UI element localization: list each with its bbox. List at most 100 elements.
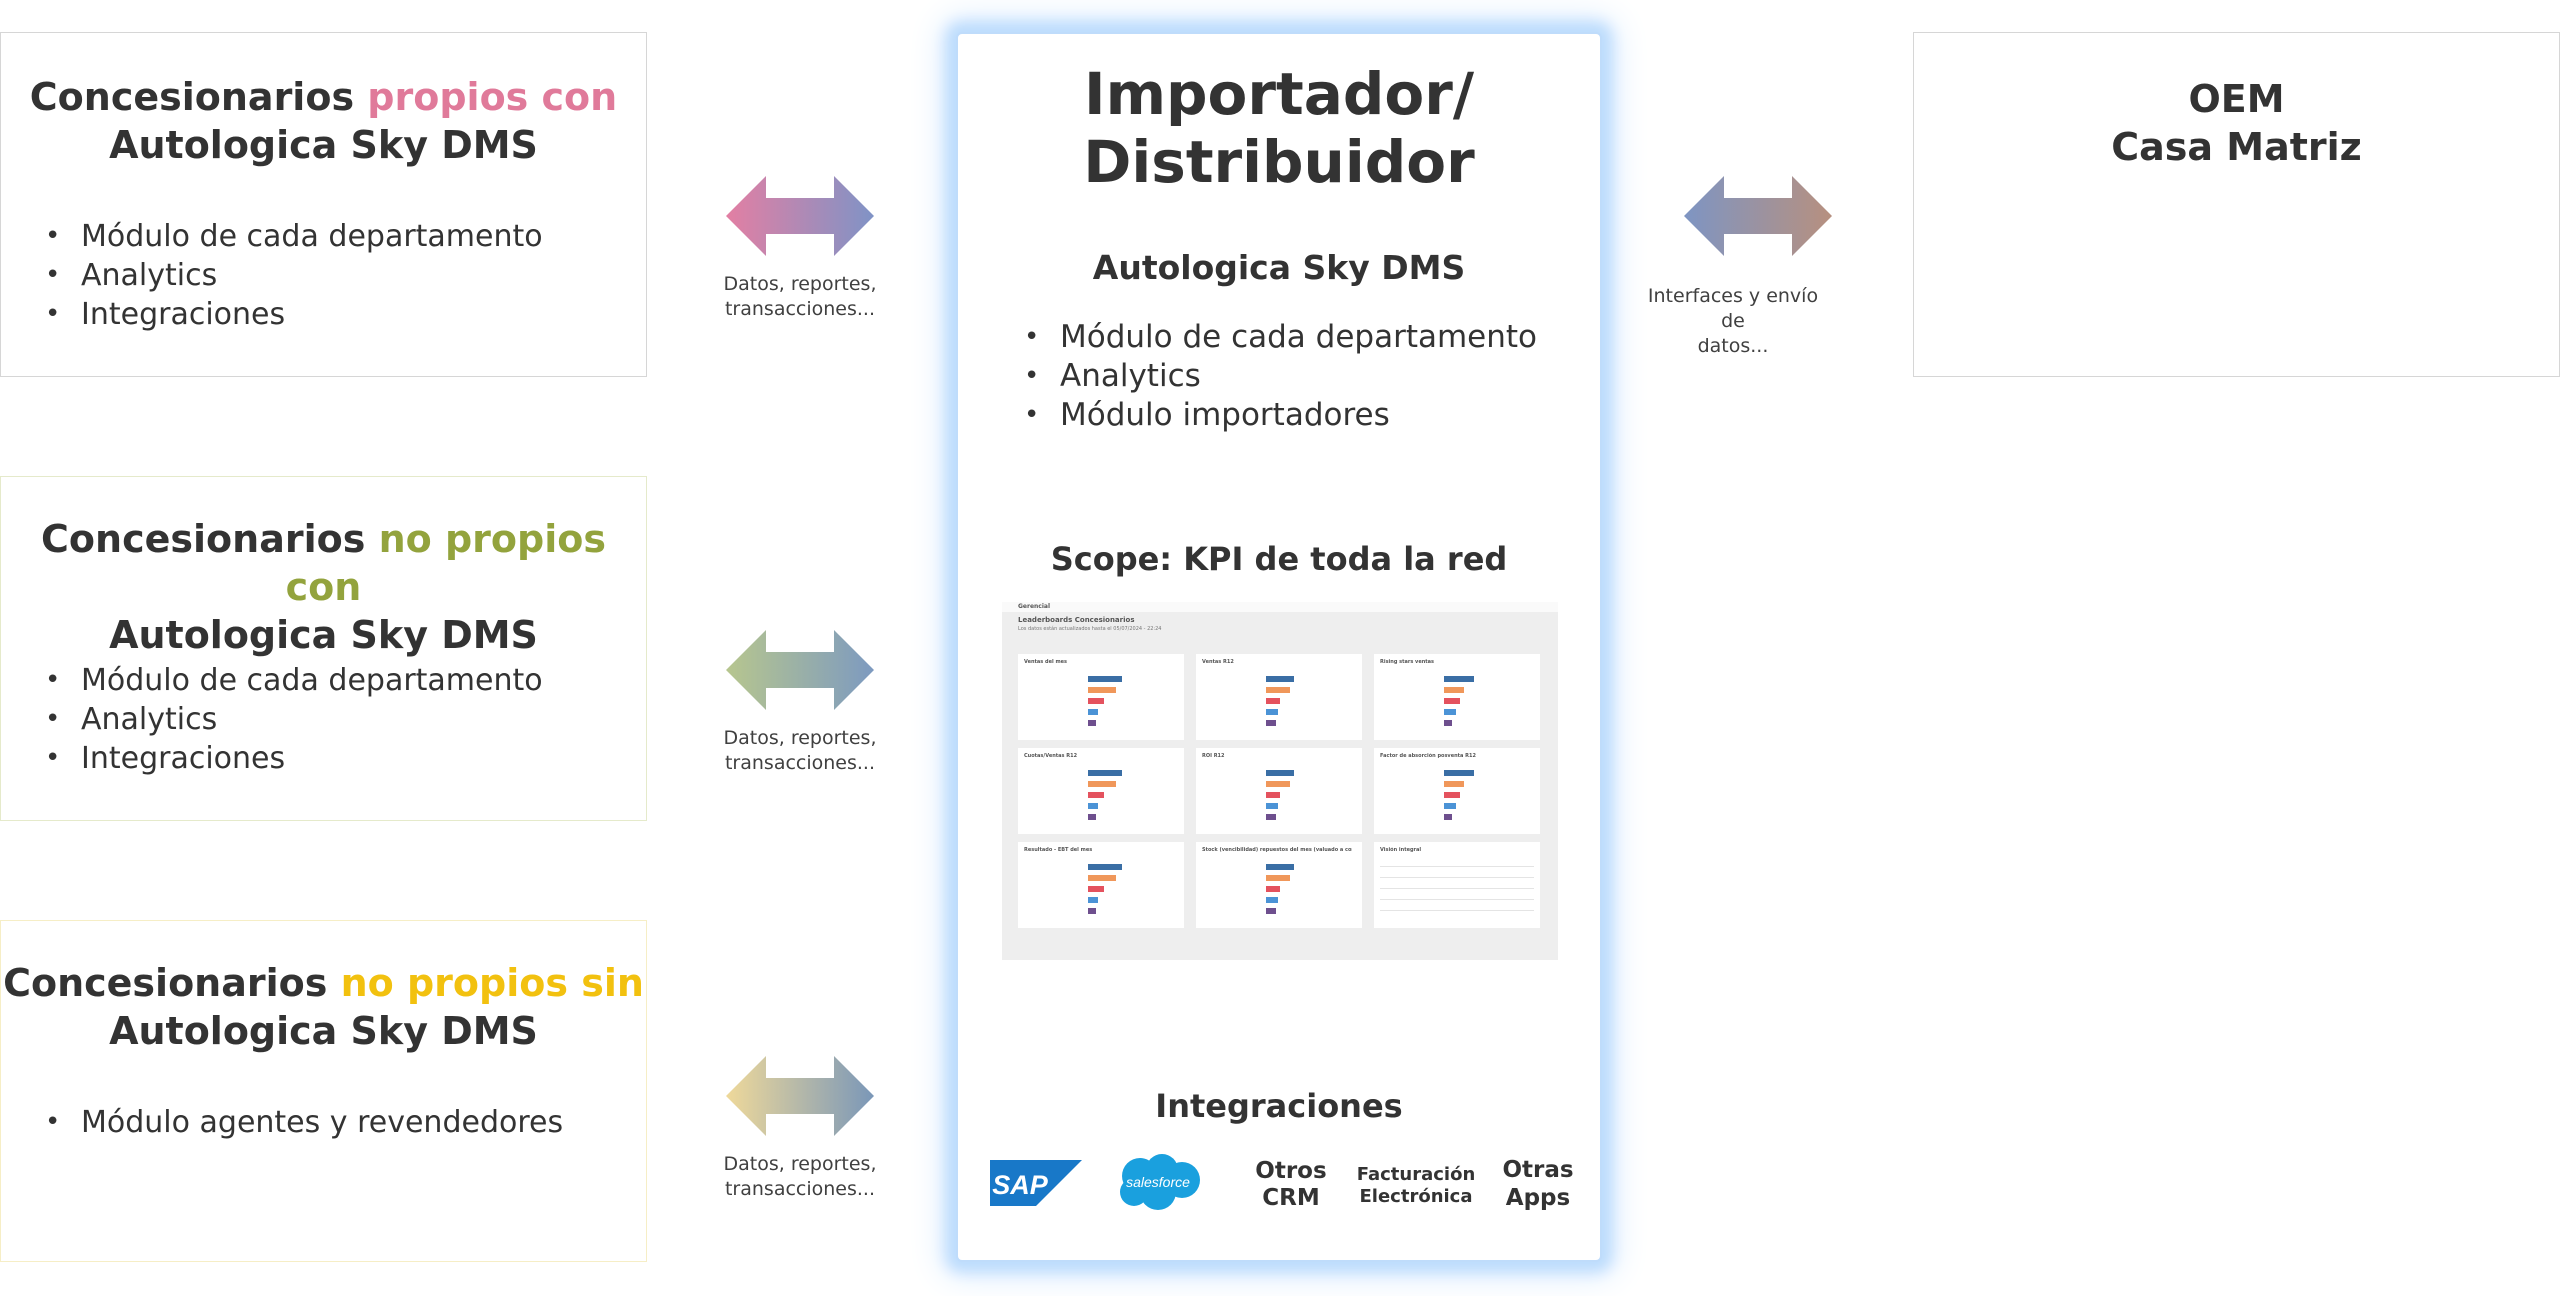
double-arrow-icon (726, 176, 874, 256)
dashboard-card-title: Stock (vencibilidad) repuestos del mes (… (1202, 847, 1352, 853)
dashboard-list-row (1380, 910, 1534, 911)
salesforce-logo: salesforce (1120, 1154, 1200, 1210)
double-arrow-icon (726, 1056, 874, 1136)
box-oem-casa-matriz: OEM Casa Matriz (1913, 32, 2560, 377)
dashboard-card: Rising stars ventas (1374, 654, 1540, 740)
arrow-label: Interfaces y envío de datos... (1638, 284, 1828, 359)
dashboard-bar (1266, 792, 1280, 798)
dashboard-bar (1444, 781, 1464, 787)
svg-text:SAP: SAP (992, 1170, 1049, 1200)
dashboard-card-title: Rising stars ventas (1380, 659, 1435, 665)
dashboard-bar (1266, 803, 1278, 809)
dashboard-bar (1266, 886, 1280, 892)
dashboard-list-row (1380, 888, 1534, 889)
box-concesionarios-no-propios-con: Concesionarios no propios con Autologica… (0, 476, 647, 821)
bullet-list: Módulo de cada departamento Analytics In… (41, 661, 543, 778)
dashboard-bar (1088, 908, 1096, 914)
title-line2: Casa Matriz (2111, 125, 2362, 169)
dashboard-bar (1266, 687, 1290, 693)
dashboard-card-title: ROI R12 (1202, 753, 1225, 759)
bullet-item: Módulo agentes y revendedores (41, 1103, 563, 1142)
dashboard-bar (1266, 781, 1290, 787)
dashboard-bar (1266, 676, 1294, 682)
dashboard-screenshot: Gerencial Leaderboards Concesionarios Lo… (1002, 602, 1558, 960)
center-title-line: Importador/ (1084, 60, 1474, 128)
dashboard-bar (1088, 781, 1116, 787)
title-line2: Autologica Sky DMS (109, 123, 538, 167)
bullet-item: Integraciones (41, 739, 543, 778)
dashboard-card: Stock (vencibilidad) repuestos del mes (… (1196, 842, 1362, 928)
dashboard-card: Visión integral (1374, 842, 1540, 928)
dashboard-card-title: Visión integral (1380, 847, 1422, 853)
integraciones-heading: Integraciones (1155, 1087, 1403, 1125)
logo-text-line: Apps (1505, 1185, 1571, 1211)
dashboard-bar (1444, 709, 1456, 715)
dashboard-bar (1444, 803, 1456, 809)
dashboard-bar (1088, 709, 1098, 715)
arrow-label-line: datos... (1697, 335, 1769, 357)
logo-text-line: Electrónica (1359, 1186, 1473, 1207)
box-title: Concesionarios no propios sin Autologica… (1, 959, 646, 1055)
dashboard-bar (1266, 864, 1294, 870)
bullet-list: Módulo de cada departamento Analytics In… (41, 217, 543, 334)
dashboard-list-row (1380, 899, 1534, 900)
dashboard-bar (1444, 814, 1452, 820)
dashboard-bar (1266, 875, 1290, 881)
dashboard-bar (1088, 687, 1116, 693)
dashboard-card: Cuotas/Ventas R12 (1018, 748, 1184, 834)
center-bullet-list: Módulo de cada departamento Analytics Mó… (1020, 318, 1537, 435)
otros-crm-label: Otros CRM (1236, 1158, 1346, 1212)
title-highlight: no propios con (285, 517, 606, 609)
logo-text-line: Facturación (1356, 1164, 1476, 1185)
dashboard-bar (1088, 803, 1098, 809)
double-arrow-icon (726, 630, 874, 710)
dashboard-list-row (1380, 866, 1534, 867)
otras-apps-label: Otras Apps (1488, 1156, 1588, 1212)
dashboard-bar (1088, 770, 1122, 776)
bullet-item: Módulo importadores (1020, 396, 1537, 435)
arrow-label-line: Datos, reportes, (723, 1153, 877, 1175)
dashboard-bar (1266, 908, 1276, 914)
dashboard-card: Resultado - EBT del mes (1018, 842, 1184, 928)
bullet-list: Módulo agentes y revendedores (41, 1103, 563, 1142)
bullet-item: Analytics (41, 700, 543, 739)
logo-text-line: Otras (1502, 1157, 1574, 1183)
logo-text-line: CRM (1262, 1185, 1320, 1211)
bullet-item: Módulo de cada departamento (1020, 318, 1537, 357)
dashboard-topbar (1002, 602, 1558, 612)
dashboard-bar (1088, 676, 1122, 682)
dashboard-list-row (1380, 877, 1534, 878)
dashboard-bar (1444, 770, 1474, 776)
dashboard-subtitle: Los datos están actualizados hasta el 05… (1018, 626, 1162, 632)
title-line2: Autologica Sky DMS (109, 613, 538, 657)
dashboard-card-title: Resultado - EBT del mes (1024, 847, 1093, 853)
bullet-item: Módulo de cada departamento (41, 661, 543, 700)
dashboard-bar (1088, 886, 1104, 892)
title-pre: Concesionarios (29, 75, 368, 119)
arrow-label-line: transacciones... (724, 298, 876, 320)
dashboard-card-title: Cuotas/Ventas R12 (1024, 753, 1078, 759)
title-line1: OEM (2188, 77, 2285, 121)
bullet-item: Analytics (41, 256, 543, 295)
box-title: Concesionarios no propios con Autologica… (1, 515, 646, 659)
sap-logo: SAP (990, 1160, 1082, 1206)
dashboard-card-title: Ventas del mes (1024, 659, 1068, 665)
dashboard-bar (1266, 720, 1276, 726)
box-title: Concesionarios propios con Autologica Sk… (1, 73, 646, 169)
arrow-label-line: Datos, reportes, (723, 727, 877, 749)
dashboard-bar (1266, 698, 1280, 704)
double-arrow-icon (1684, 176, 1832, 256)
dashboard-card: ROI R12 (1196, 748, 1362, 834)
dashboard-card: Factor de absorción posventa R12 (1374, 748, 1540, 834)
dashboard-bar (1444, 720, 1452, 726)
dashboard-bar (1444, 698, 1460, 704)
box-concesionarios-no-propios-sin: Concesionarios no propios sin Autologica… (0, 920, 647, 1262)
dashboard-bar (1266, 709, 1278, 715)
dashboard-card-title: Factor de absorción posventa R12 (1380, 753, 1476, 759)
arrow-label-line: Datos, reportes, (723, 273, 877, 295)
box-concesionarios-propios: Concesionarios propios con Autologica Sk… (0, 32, 647, 377)
dashboard-bar (1088, 897, 1098, 903)
title-line2: Autologica Sky DMS (109, 1009, 538, 1053)
dashboard-title: Leaderboards Concesionarios (1018, 616, 1135, 624)
arrow-label-line: Interfaces y envío de (1647, 285, 1819, 332)
